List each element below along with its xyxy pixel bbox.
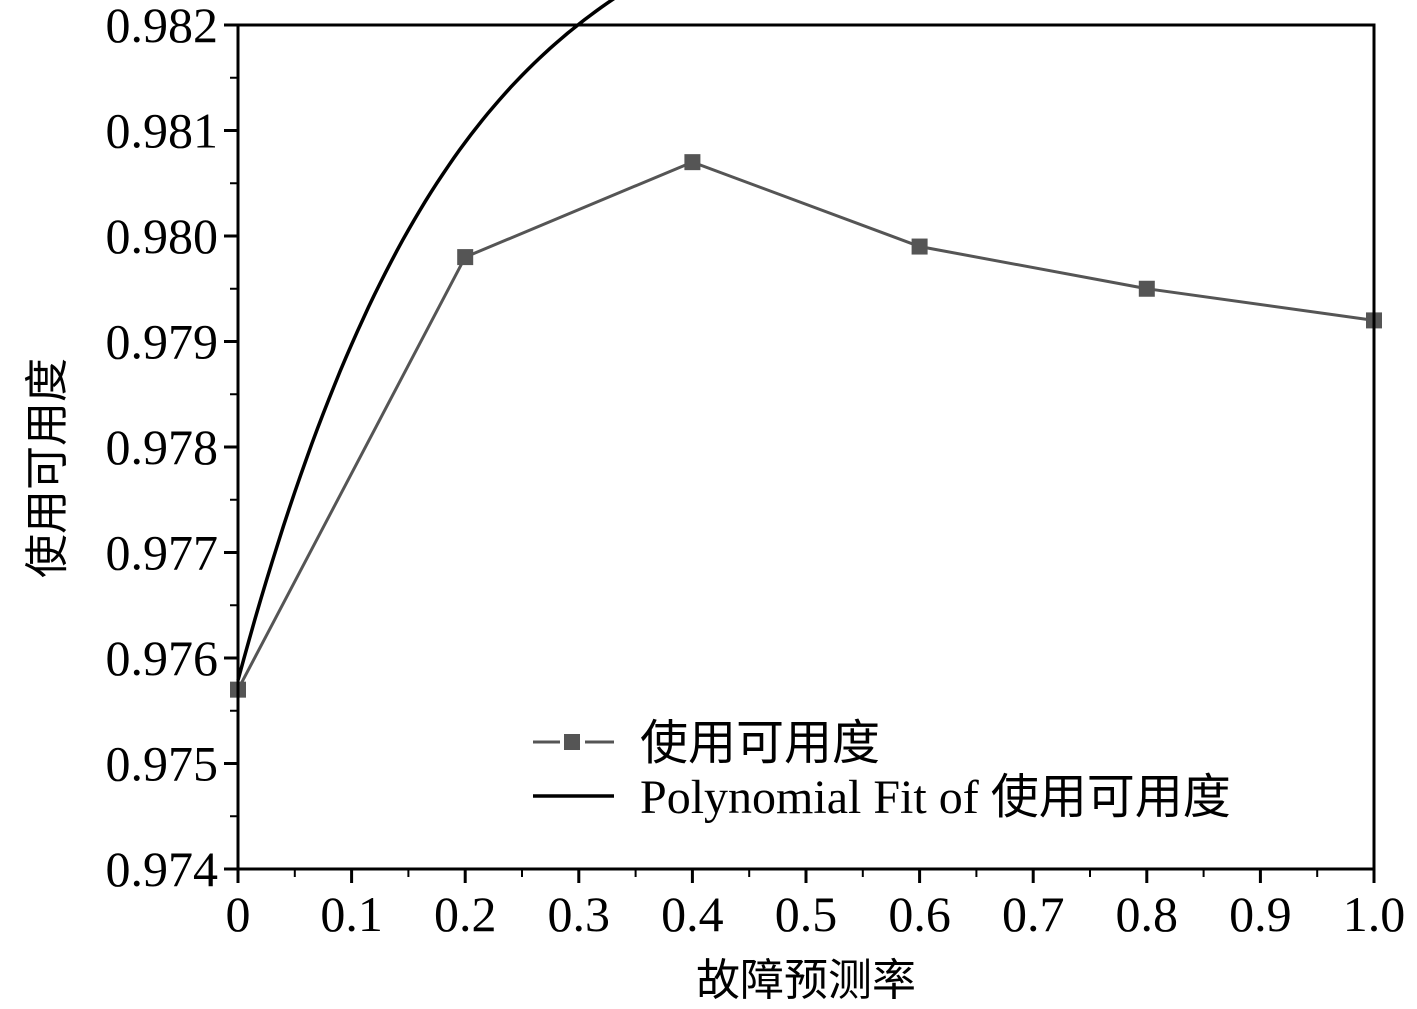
y-tick-label: 0.976 (106, 630, 219, 686)
x-tick-label: 0.3 (548, 886, 611, 942)
plot-frame (236, 23, 1376, 871)
x-tick-label: 0.8 (1116, 886, 1179, 942)
y-tick-label: 0.978 (106, 419, 219, 475)
y-tick-label: 0.977 (106, 525, 219, 581)
y-tick-label: 0.981 (106, 103, 219, 159)
x-axis-title: 故障预测率 (696, 955, 916, 1006)
legend-data-marker (564, 734, 580, 750)
x-tick-label: 0.2 (434, 886, 497, 942)
x-tick-label: 0.6 (888, 886, 951, 942)
data-point-marker (684, 154, 701, 171)
data-point-marker (1138, 280, 1155, 297)
y-axis-title: 使用可用度 (22, 358, 73, 578)
data-series-line (236, 160, 1375, 691)
x-tick-label: 0.9 (1229, 886, 1292, 942)
y-tick-label: 0.975 (106, 736, 219, 792)
series-layer (230, 0, 1382, 698)
legend-label-fit: Polynomial Fit of 使用可用度 (640, 771, 1231, 824)
x-tick-label: 1.0 (1343, 886, 1406, 942)
legend-label-data: 使用可用度 (640, 717, 880, 770)
y-tick-label: 0.979 (106, 314, 219, 370)
y-tick-label: 0.982 (106, 0, 219, 53)
data-point-marker (911, 238, 928, 255)
data-point-marker (457, 249, 474, 266)
tick-labels-layer: 0 0.1 0.2 0.3 0.4 0.5 0.6 0.7 0.8 0.9 1.0 0.974 0.97… (106, 0, 1406, 942)
fit-curve-line (236, 0, 616, 681)
y-tick-label: 0.980 (106, 208, 219, 264)
x-tick-label: 0.4 (661, 886, 724, 942)
x-tick-label: 0 (226, 886, 251, 942)
y-tick-label: 0.974 (106, 841, 219, 897)
x-tick-label: 0.7 (1002, 886, 1065, 942)
x-tick-label: 0.1 (320, 886, 383, 942)
x-tick-label: 0.5 (775, 886, 838, 942)
